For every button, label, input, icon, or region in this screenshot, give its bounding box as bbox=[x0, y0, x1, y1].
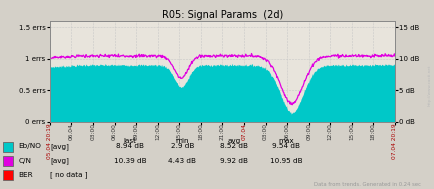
Text: 15:00: 15:00 bbox=[349, 123, 354, 140]
Text: [ no data ]: [ no data ] bbox=[50, 171, 87, 178]
Text: 8.94 dB: 8.94 dB bbox=[116, 143, 144, 149]
Text: 4.43 dB: 4.43 dB bbox=[168, 158, 196, 164]
Text: 06:00: 06:00 bbox=[285, 123, 289, 140]
Text: 09:00: 09:00 bbox=[306, 123, 311, 140]
Text: min: min bbox=[175, 138, 189, 144]
Text: 10.95 dB: 10.95 dB bbox=[270, 158, 303, 164]
Text: 03:00: 03:00 bbox=[263, 123, 268, 140]
Text: 21:00: 21:00 bbox=[220, 123, 225, 140]
Text: 10.39 dB: 10.39 dB bbox=[114, 158, 147, 164]
Text: 9.54 dB: 9.54 dB bbox=[273, 143, 300, 149]
Text: [avg]: [avg] bbox=[50, 157, 69, 164]
Text: http://www.cacti.net: http://www.cacti.net bbox=[428, 64, 432, 106]
Text: 18:00: 18:00 bbox=[198, 123, 204, 140]
Text: last: last bbox=[124, 138, 137, 144]
Text: Eb/NO: Eb/NO bbox=[18, 143, 41, 149]
Text: avg: avg bbox=[228, 138, 241, 144]
Text: 09:00: 09:00 bbox=[134, 123, 139, 140]
Text: [avg]: [avg] bbox=[50, 143, 69, 150]
Text: 07.04: 07.04 bbox=[241, 123, 247, 140]
Text: 2.9 dB: 2.9 dB bbox=[171, 143, 194, 149]
Text: 15:00: 15:00 bbox=[177, 123, 182, 140]
Text: 07.04 20:19: 07.04 20:19 bbox=[392, 123, 398, 159]
Title: R05: Signal Params  (2d): R05: Signal Params (2d) bbox=[162, 10, 283, 20]
Text: 06.04: 06.04 bbox=[69, 123, 74, 140]
Text: 8.52 dB: 8.52 dB bbox=[220, 143, 248, 149]
Text: 03:00: 03:00 bbox=[91, 123, 95, 140]
Text: 05.04 20:19: 05.04 20:19 bbox=[47, 123, 53, 159]
Text: 18:00: 18:00 bbox=[371, 123, 376, 140]
Text: BER: BER bbox=[18, 172, 33, 178]
Text: 12:00: 12:00 bbox=[328, 123, 333, 140]
Text: 06:00: 06:00 bbox=[112, 123, 117, 140]
Text: 9.92 dB: 9.92 dB bbox=[220, 158, 248, 164]
Text: Data from trends. Generated in 0.24 sec: Data from trends. Generated in 0.24 sec bbox=[314, 182, 421, 187]
Text: C/N: C/N bbox=[18, 158, 31, 164]
Text: max: max bbox=[279, 138, 294, 144]
Text: 12:00: 12:00 bbox=[155, 123, 160, 140]
